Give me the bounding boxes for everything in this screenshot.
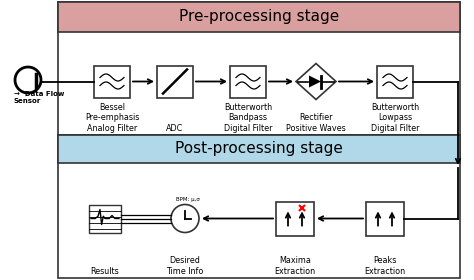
Text: Post-processing stage: Post-processing stage: [175, 141, 343, 157]
Bar: [276, 202, 314, 235]
Text: Bessel
Pre-emphasis
Analog Filter: Bessel Pre-emphasis Analog Filter: [85, 102, 139, 133]
Text: Desired
Time Info: Desired Time Info: [166, 256, 204, 276]
Text: Maxima
Extraction: Maxima Extraction: [274, 256, 316, 276]
Bar: [366, 202, 404, 235]
Polygon shape: [296, 64, 336, 99]
Bar: [377, 66, 413, 97]
Bar: [230, 66, 266, 97]
Bar: [94, 66, 130, 97]
Text: Sensor: Sensor: [14, 98, 41, 104]
Circle shape: [171, 204, 199, 232]
Text: →  Data Flow: → Data Flow: [14, 91, 64, 97]
Bar: [157, 66, 193, 97]
Text: Butterworth
Lowpass
Digital Filter: Butterworth Lowpass Digital Filter: [371, 102, 419, 133]
Bar: [58, 135, 460, 163]
Text: Rectifier
Positive Waves: Rectifier Positive Waves: [286, 113, 346, 133]
Polygon shape: [309, 76, 321, 87]
Text: ADC: ADC: [166, 124, 183, 133]
Bar: [58, 2, 460, 135]
Text: Results: Results: [91, 267, 119, 276]
Text: Peaks
Extraction: Peaks Extraction: [365, 256, 406, 276]
Text: Pre-processing stage: Pre-processing stage: [179, 10, 339, 25]
Text: BPM: μ,σ: BPM: μ,σ: [176, 197, 200, 202]
Text: Butterworth
Bandpass
Digital Filter: Butterworth Bandpass Digital Filter: [224, 102, 272, 133]
Circle shape: [15, 67, 41, 93]
Bar: [58, 2, 460, 32]
Bar: [58, 135, 460, 278]
Bar: [89, 204, 121, 232]
